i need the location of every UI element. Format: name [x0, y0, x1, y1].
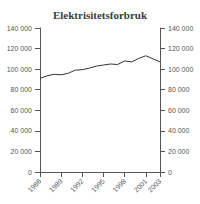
svg-text:Elektrisitetsforbruk: Elektrisitetsforbruk — [53, 9, 148, 21]
svg-text:1995: 1995 — [90, 177, 106, 193]
svg-text:140 000: 140 000 — [7, 25, 32, 32]
svg-text:0: 0 — [168, 169, 172, 176]
svg-text:20 000: 20 000 — [11, 148, 33, 155]
svg-text:0: 0 — [28, 169, 32, 176]
svg-text:80 000: 80 000 — [168, 86, 190, 93]
svg-text:120 000: 120 000 — [7, 45, 32, 52]
svg-text:140 000: 140 000 — [168, 25, 193, 32]
svg-text:80 000: 80 000 — [11, 86, 33, 93]
svg-text:100 000: 100 000 — [168, 66, 193, 73]
svg-text:1992: 1992 — [69, 177, 85, 193]
svg-text:2001: 2001 — [132, 177, 148, 193]
svg-text:100 000: 100 000 — [7, 66, 32, 73]
svg-text:2003: 2003 — [147, 177, 163, 193]
svg-text:120 000: 120 000 — [168, 45, 193, 52]
svg-text:40 000: 40 000 — [168, 127, 190, 134]
svg-text:40 000: 40 000 — [11, 127, 33, 134]
svg-text:60 000: 60 000 — [168, 107, 190, 114]
svg-text:1989: 1989 — [48, 177, 64, 193]
svg-text:20 000: 20 000 — [168, 148, 190, 155]
svg-text:60 000: 60 000 — [11, 107, 33, 114]
svg-text:1998: 1998 — [111, 177, 127, 193]
svg-text:1986: 1986 — [27, 177, 43, 193]
